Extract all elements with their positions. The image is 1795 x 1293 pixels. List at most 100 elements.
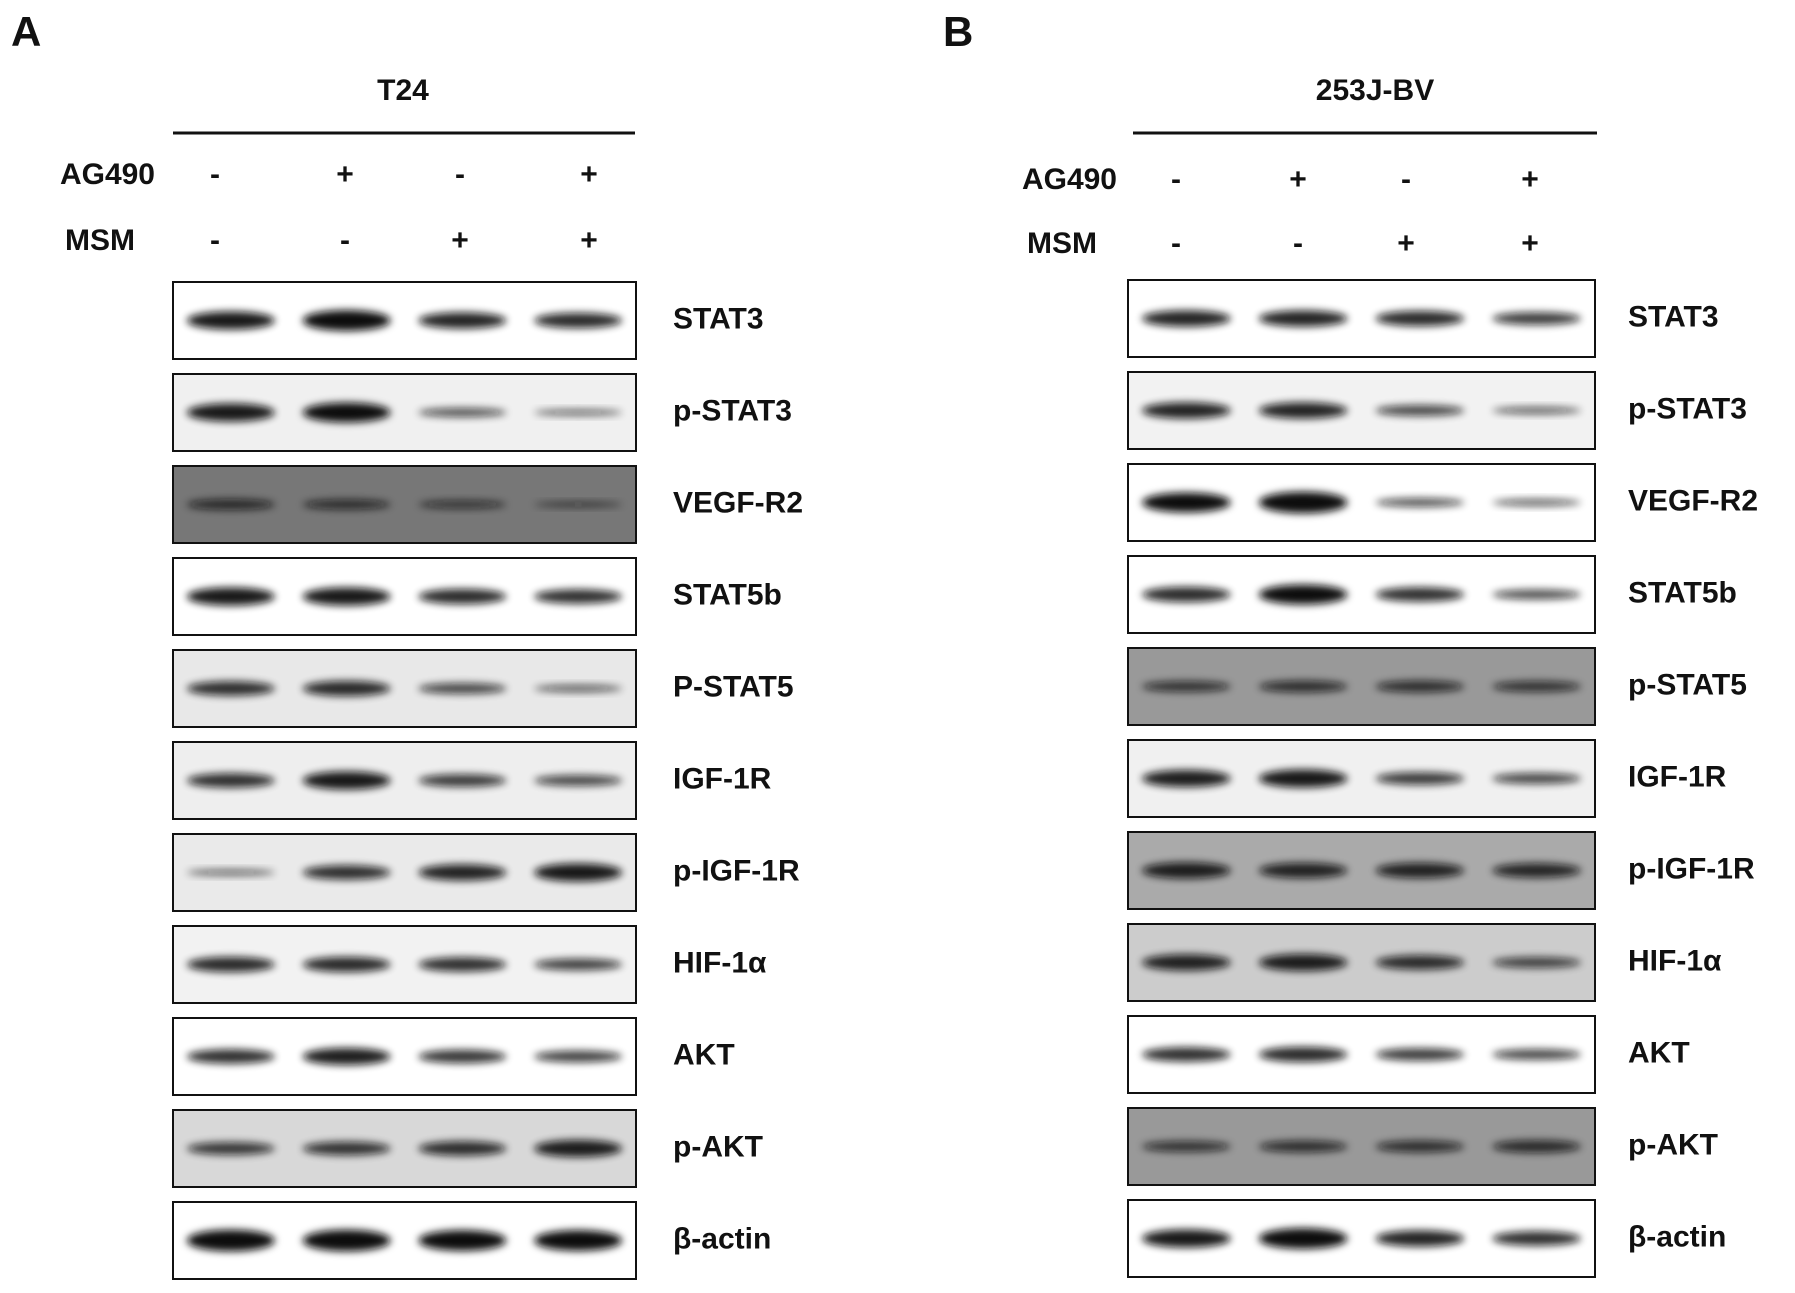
band (186, 311, 275, 330)
band (1258, 1140, 1348, 1153)
band (1375, 1048, 1465, 1061)
band (186, 956, 275, 973)
band (302, 1047, 391, 1066)
band (418, 864, 507, 881)
blot (1127, 1199, 1596, 1278)
band (1142, 492, 1231, 513)
band (302, 865, 391, 880)
band (186, 403, 275, 422)
band (534, 312, 623, 329)
band (1375, 405, 1465, 416)
band (302, 680, 391, 697)
band (1375, 1230, 1465, 1247)
band (418, 683, 507, 694)
band (302, 771, 391, 790)
band (1492, 773, 1581, 784)
band (302, 956, 391, 973)
blot-label: p-AKT (1628, 1128, 1718, 1161)
treatment-name: AG490 (60, 158, 155, 191)
band (1258, 584, 1348, 605)
blot-label: STAT3 (1628, 300, 1719, 333)
band (1492, 1140, 1581, 1153)
blot-label: HIF-1α (673, 946, 767, 979)
band (534, 1139, 623, 1158)
treatment-name: AG490 (1022, 163, 1117, 196)
band (534, 1230, 623, 1251)
blot (1127, 279, 1596, 358)
blot-label: VEGF-R2 (673, 486, 803, 519)
band (302, 1229, 391, 1252)
band (534, 409, 623, 416)
blot (172, 649, 637, 728)
blot-label: HIF-1α (1628, 944, 1722, 977)
blot-label: STAT5b (673, 578, 782, 611)
band (1258, 1046, 1348, 1063)
band (186, 773, 275, 788)
treatment-sign: + (580, 224, 598, 257)
blot (172, 281, 637, 360)
treatment-sign: - (340, 224, 350, 257)
treatment-sign: + (1521, 163, 1539, 196)
band (1258, 769, 1348, 788)
treatment-name: MSM (65, 224, 135, 257)
band (1258, 862, 1348, 879)
band (1375, 310, 1465, 327)
blot-label: VEGF-R2 (1628, 484, 1758, 517)
treatment-sign: + (451, 224, 469, 257)
band (1258, 402, 1348, 419)
band (534, 863, 623, 882)
band (1142, 1047, 1231, 1062)
band (1142, 586, 1231, 603)
blot (1127, 1015, 1596, 1094)
blot (172, 1017, 637, 1096)
treatment-sign: + (580, 158, 598, 191)
band (186, 1049, 275, 1064)
blot (1127, 371, 1596, 450)
blot-label: p-IGF-1R (1628, 852, 1755, 885)
band (1492, 498, 1581, 507)
blot (172, 557, 637, 636)
band (418, 408, 507, 417)
band (418, 1141, 507, 1156)
band (1375, 498, 1465, 507)
band (534, 589, 623, 604)
band (1375, 680, 1465, 693)
band (1142, 769, 1231, 788)
blot-label: β-actin (673, 1222, 771, 1255)
band (1258, 1228, 1348, 1249)
blot-label: IGF-1R (673, 762, 772, 795)
band (1375, 955, 1465, 970)
band (534, 1050, 623, 1063)
band (1375, 862, 1465, 879)
band (1492, 681, 1581, 692)
band (302, 402, 391, 423)
blot-label: p-AKT (673, 1130, 763, 1163)
blot-label: p-IGF-1R (673, 854, 800, 887)
band (1142, 954, 1231, 971)
blot (172, 373, 637, 452)
blot (172, 741, 637, 820)
band (302, 587, 391, 606)
band (1258, 491, 1348, 514)
blot-label: P-STAT5 (673, 670, 794, 703)
band (1492, 1049, 1581, 1060)
band (186, 587, 275, 606)
blot (1127, 463, 1596, 542)
band (186, 499, 275, 510)
treatment-sign: - (210, 158, 220, 191)
band (534, 775, 623, 786)
blot (172, 1109, 637, 1188)
treatment-sign: + (1521, 227, 1539, 260)
treatment-sign: - (1401, 163, 1411, 196)
treatment-sign: + (1397, 227, 1415, 260)
treatment-sign: - (1171, 227, 1181, 260)
blot-label: IGF-1R (1628, 760, 1727, 793)
band (534, 501, 623, 508)
band (1492, 957, 1581, 968)
treatment-sign: - (1293, 227, 1303, 260)
treatment-sign: + (336, 158, 354, 191)
band (418, 500, 507, 509)
blot-label: STAT5b (1628, 576, 1737, 609)
band (302, 499, 391, 510)
treatment-sign: - (210, 224, 220, 257)
